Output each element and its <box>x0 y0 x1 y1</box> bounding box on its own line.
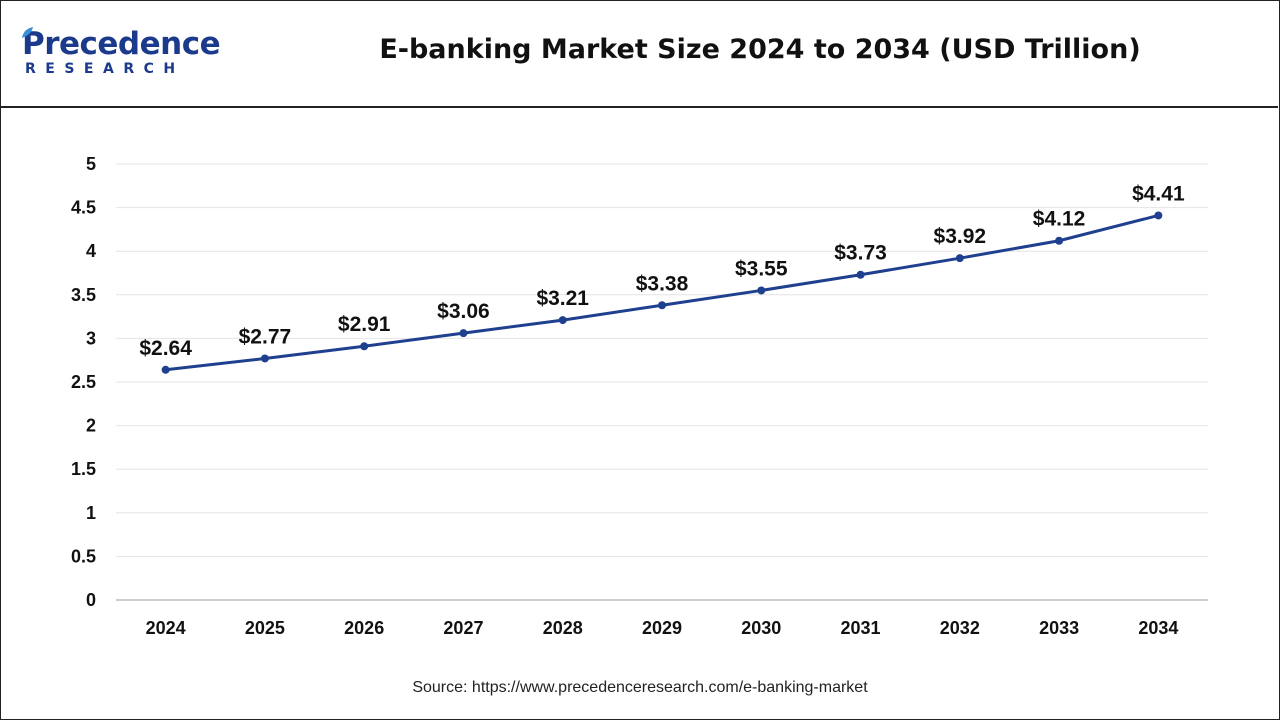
data-label: $4.41 <box>1132 182 1185 205</box>
y-tick-label: 3 <box>86 328 96 348</box>
data-point <box>459 329 468 338</box>
x-tick-label: 2029 <box>642 618 682 638</box>
data-label: $4.12 <box>1033 208 1086 231</box>
brand-name: Precedence <box>22 26 221 62</box>
x-tick-label: 2031 <box>841 618 881 638</box>
x-tick-label: 2033 <box>1039 618 1079 638</box>
y-axis: 0 0.5 1 1.5 2 2.5 3 3.5 4 4.5 5 <box>71 154 96 610</box>
data-point <box>360 342 369 351</box>
x-tick-label: 2026 <box>344 618 384 638</box>
data-label: $3.21 <box>536 287 589 310</box>
gridlines <box>116 163 1208 557</box>
data-point <box>558 316 567 325</box>
data-label: $3.38 <box>636 272 689 295</box>
y-tick-label: 2 <box>86 416 96 436</box>
y-tick-label: 3.5 <box>71 285 96 305</box>
data-point <box>658 301 666 310</box>
line-chart: 00.511.522.533.544.55 2024 2025 2026 2027 20… <box>71 154 1208 638</box>
y-tick-label: 1.5 <box>71 459 96 479</box>
brand-logo: Precedence RESEARCH <box>22 26 222 86</box>
data-point <box>856 270 865 279</box>
y-tick-label: 0 <box>86 590 96 610</box>
data-label: $2.64 <box>139 337 192 360</box>
x-tick-label: 2032 <box>940 618 980 638</box>
y-tick-label: 4.5 <box>71 198 96 218</box>
x-tick-label: 2027 <box>443 618 483 638</box>
data-label: $3.55 <box>735 257 788 280</box>
y-tick-label: 0.5 <box>71 546 96 566</box>
y-tick-label: 1 <box>86 503 96 523</box>
data-label: $2.91 <box>338 313 391 336</box>
x-axis: 2024 2025 2026 2027 2028 2029 2030 2031 2032 2033… <box>146 618 1179 638</box>
y-tick-label: 5 <box>86 154 96 174</box>
x-tick-label: 2030 <box>741 618 781 638</box>
x-tick-label: 2028 <box>543 618 583 638</box>
leaf-icon <box>22 27 33 38</box>
data-point <box>260 354 269 363</box>
header: Precedence RESEARCH E-banking Market Siz… <box>0 0 1278 108</box>
data-point <box>161 365 170 374</box>
x-tick-label: 2024 <box>146 618 186 638</box>
chart-title: E-banking Market Size 2024 to 2034 (USD … <box>379 34 1141 65</box>
y-tick-label: 2.5 <box>71 372 96 392</box>
data-point <box>1154 211 1163 220</box>
x-tick-label: 2025 <box>245 618 285 638</box>
series-group: $2.64 $2.77 $2.91 $3.06 $3.21 $3.38 $3.55 $3.73… <box>139 182 1185 374</box>
y-tick-label: 4 <box>86 241 96 261</box>
data-point <box>757 286 766 295</box>
data-point <box>1055 236 1064 245</box>
data-label: $2.77 <box>239 325 292 348</box>
x-tick-label: 2034 <box>1138 618 1178 638</box>
source-note: Source: https://www.precedenceresearch.c… <box>412 679 868 696</box>
brand-subtitle: RESEARCH <box>25 61 185 77</box>
data-point <box>955 254 964 263</box>
data-label: $3.92 <box>934 225 987 248</box>
data-label: $3.73 <box>834 242 887 265</box>
data-label: $3.06 <box>437 300 490 323</box>
